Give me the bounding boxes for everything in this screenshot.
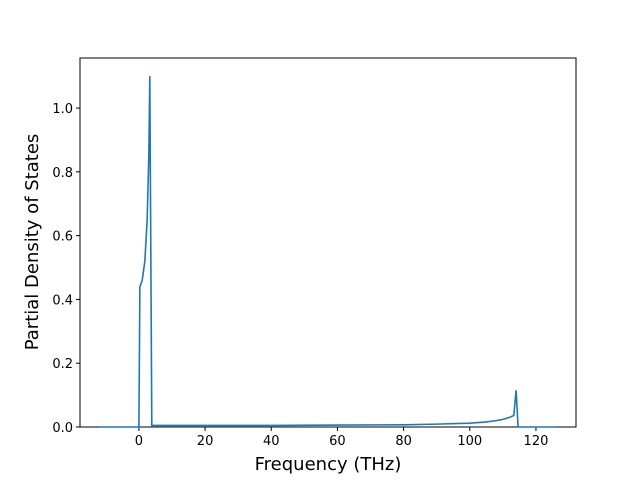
x-tick-label: 0 — [135, 434, 143, 449]
y-tick-label: 0.0 — [52, 421, 73, 436]
line — [99, 76, 556, 428]
x-tick-label: 100 — [457, 434, 482, 449]
y-tick-label: 0.2 — [52, 357, 73, 372]
y-tick-label: 0.4 — [52, 293, 73, 308]
x-tick-label: 40 — [263, 434, 280, 449]
x-tick-label: 20 — [197, 434, 214, 449]
x-tick-label: 120 — [524, 434, 549, 449]
plot-frame — [79, 57, 577, 428]
x-tick-label: 60 — [329, 434, 346, 449]
x-axis-label: Frequency (THz) — [255, 454, 402, 475]
y-tick-label: 0.8 — [52, 166, 73, 181]
y-tick-label: 0.6 — [52, 230, 73, 245]
x-tick-label: 80 — [395, 434, 412, 449]
y-tick-label: 1.0 — [52, 102, 73, 117]
y-axis-label: Partial Density of States — [22, 134, 43, 351]
